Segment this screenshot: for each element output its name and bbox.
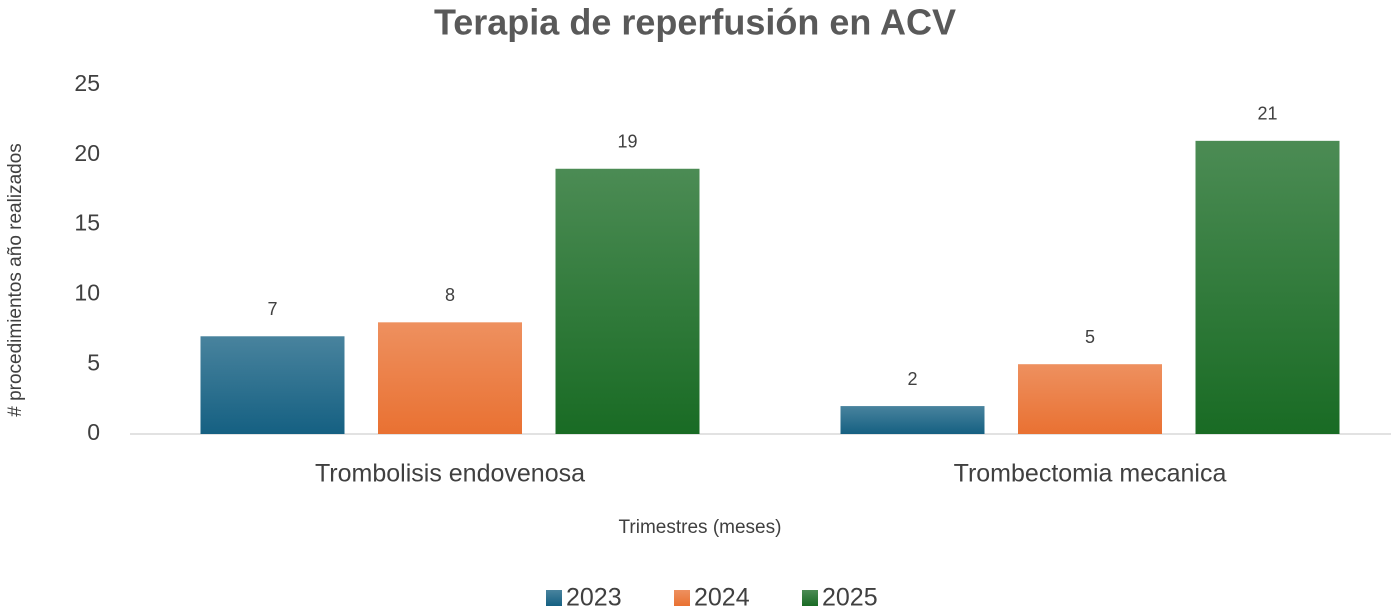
bar	[378, 322, 522, 434]
legend-swatch	[674, 590, 690, 606]
x-tick-label: Trombectomia mecanica	[954, 460, 1227, 488]
legend-label: 2024	[694, 584, 750, 612]
bar	[840, 406, 985, 434]
legend-label: 2025	[822, 584, 878, 612]
bar	[555, 168, 700, 434]
y-tick-label: 15	[74, 210, 100, 236]
data-label: 21	[1257, 104, 1277, 124]
data-label: 2	[907, 369, 917, 389]
y-tick-label: 10	[74, 279, 100, 305]
data-label: 19	[617, 132, 637, 152]
data-label: 5	[1085, 327, 1095, 347]
x-tick-label: Trombolisis endovenosa	[315, 460, 585, 488]
y-tick-label: 5	[87, 349, 100, 375]
x-axis-label: Trimestres (meses)	[619, 517, 782, 538]
y-axis-label: # procedimientos año realizados	[5, 143, 26, 417]
bar	[200, 336, 345, 434]
y-tick-label: 25	[74, 70, 100, 96]
data-label: 7	[267, 299, 277, 319]
data-label: 8	[445, 285, 455, 305]
chart-title: Terapia de reperfusión en ACV	[434, 2, 956, 43]
y-tick-label: 0	[87, 419, 100, 445]
legend-swatch	[546, 590, 562, 606]
bar	[1018, 364, 1162, 434]
y-tick-label: 20	[74, 140, 100, 166]
legend-label: 2023	[566, 584, 622, 612]
bar	[1195, 140, 1340, 434]
legend-swatch	[802, 590, 818, 606]
